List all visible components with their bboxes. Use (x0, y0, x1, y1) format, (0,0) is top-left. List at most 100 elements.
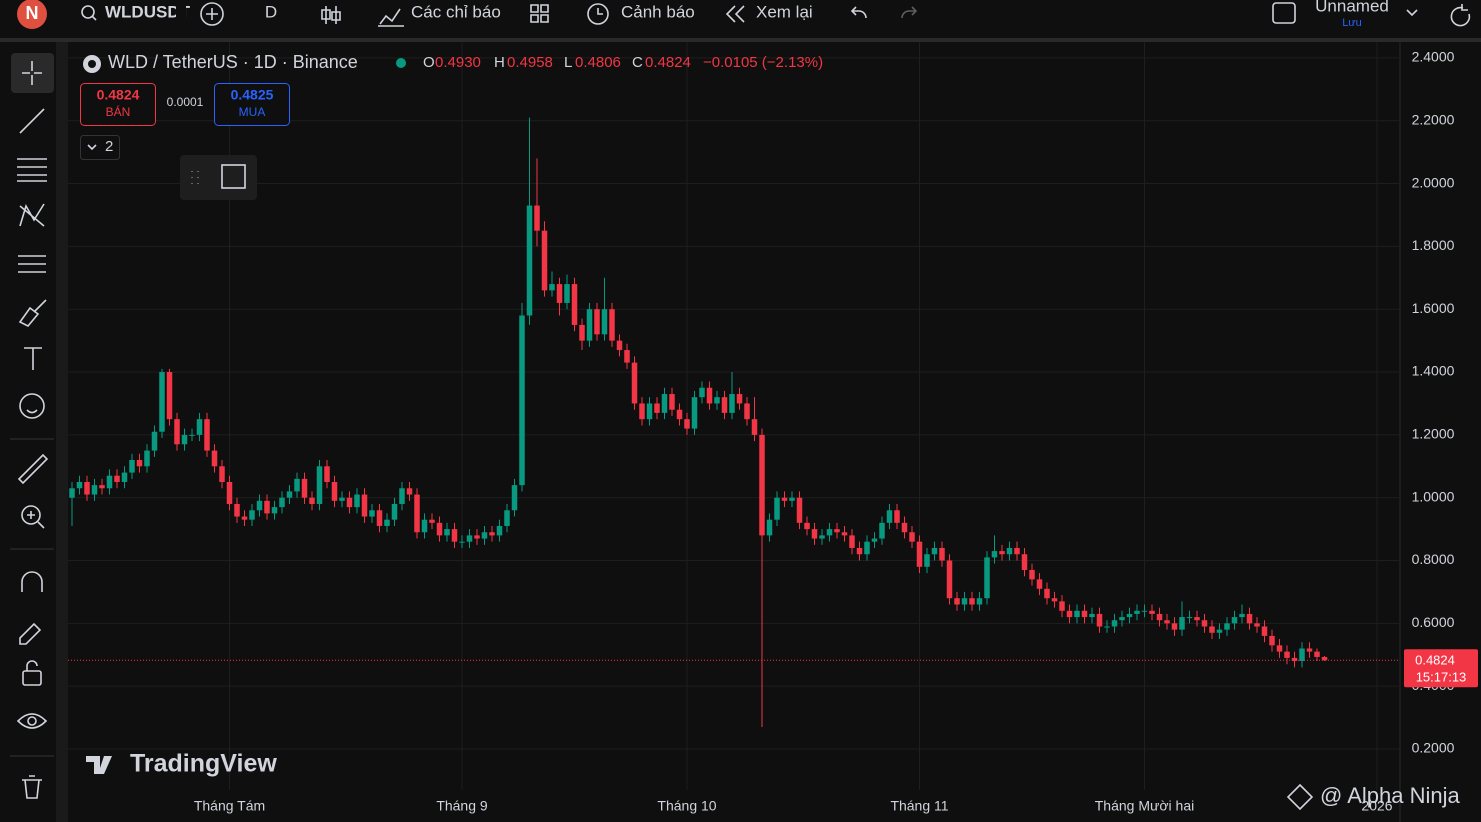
candle-body (946, 560, 953, 599)
layout-name[interactable]: Unnamed (1315, 0, 1389, 15)
buy-button[interactable] (214, 83, 290, 126)
candle-body (1216, 629, 1223, 633)
candle-body (1276, 645, 1283, 652)
sell-button[interactable] (80, 83, 156, 126)
candle-body (894, 510, 900, 523)
interval-button[interactable]: D (265, 2, 277, 21)
y-tick-label: 2.0000 (1412, 174, 1455, 190)
candle-body (76, 481, 83, 489)
candle-body (511, 485, 518, 511)
candle-body (421, 519, 428, 533)
candle-body (789, 497, 795, 501)
candle-body (819, 535, 825, 539)
candle-body (204, 419, 210, 451)
trend-line-tool[interactable] (19, 108, 45, 134)
fib-tool[interactable] (17, 158, 47, 182)
candle-body (1081, 610, 1088, 618)
redo-button[interactable] (901, 6, 918, 19)
candle-body (744, 403, 750, 420)
save-link[interactable]: Lưu (1342, 17, 1362, 29)
candle-body (901, 522, 908, 533)
legend-value: 0.4806 (575, 54, 621, 71)
delete-tool[interactable] (22, 775, 42, 799)
chart-title: WLD / TetherUS · 1D · Binance (108, 52, 358, 72)
settings-icon[interactable] (1450, 4, 1471, 27)
text-tool[interactable] (24, 347, 42, 370)
candle-body (661, 394, 668, 413)
undo-button[interactable] (850, 6, 867, 19)
emoji-tool[interactable] (19, 393, 45, 419)
lock-tool[interactable] (22, 670, 42, 686)
candle-body (939, 547, 945, 561)
candle-body (91, 485, 98, 495)
candle-body (69, 488, 75, 498)
replay-button[interactable]: Xem lại (756, 2, 813, 21)
y-tick-label: 1.4000 (1412, 363, 1455, 379)
candle-body (564, 284, 570, 303)
candle-body (324, 466, 330, 482)
candle-body (976, 598, 983, 605)
alerts-button[interactable]: Cảnh báo (621, 2, 695, 21)
cursor-tool-active[interactable] (11, 53, 54, 93)
templates-button[interactable] (530, 4, 549, 23)
candle-body (1209, 626, 1215, 633)
candle-body (481, 532, 488, 539)
candle-body (841, 532, 848, 536)
candle-body (541, 230, 548, 291)
indicators-toggle[interactable] (80, 135, 120, 160)
candle-body (1104, 626, 1110, 628)
brush-tool[interactable] (18, 299, 47, 327)
drag-handle[interactable] (191, 171, 199, 184)
sell-label: BÁN (106, 104, 131, 119)
candle-body (864, 541, 870, 555)
layout-menu[interactable] (1406, 9, 1418, 17)
lock-drawings-tool[interactable] (19, 622, 42, 645)
candle-body (549, 284, 555, 291)
rectangle-tool[interactable] (221, 164, 246, 189)
candle-body (309, 497, 315, 504)
candle-body (774, 497, 780, 520)
candle-body (1014, 547, 1020, 555)
add-icon (206, 8, 218, 20)
x-tick-label: Tháng 11 (890, 798, 948, 814)
candle-body (669, 394, 675, 410)
layout-icon[interactable] (1272, 2, 1296, 24)
candle-body (1299, 648, 1305, 662)
ruler-tool[interactable] (17, 453, 49, 485)
candle-body (84, 481, 90, 495)
candle-body (466, 535, 473, 542)
candle-body (429, 519, 435, 523)
candle-body (1021, 554, 1028, 570)
avatar-letter: N (26, 3, 39, 23)
add-symbol-button[interactable] (200, 2, 224, 26)
forecast-tool[interactable] (18, 255, 46, 273)
candle-body (616, 340, 623, 351)
candle-body (136, 460, 143, 467)
pattern-tool[interactable] (19, 203, 45, 227)
candle-body (646, 403, 653, 420)
candle-body (796, 497, 803, 523)
user-avatar[interactable] (17, 0, 47, 29)
grid (68, 42, 1400, 790)
candle-body (856, 547, 863, 555)
candle-body (1314, 651, 1320, 657)
alerts-icon (597, 8, 603, 15)
candle-body (1306, 648, 1313, 652)
magnet-tool[interactable] (21, 571, 43, 592)
hide-tool[interactable] (16, 713, 48, 729)
candle-body (1231, 617, 1238, 624)
candle-body (106, 475, 113, 489)
candle-body (631, 362, 638, 404)
candle-body (406, 488, 413, 495)
sell-price: 0.4824 (97, 87, 140, 103)
buy-label: MUA (239, 105, 266, 119)
symbol-search[interactable]: WLDUSDT (105, 2, 191, 21)
candle-body (1261, 626, 1268, 636)
y-tick-label: 1.8000 (1412, 237, 1455, 253)
candle-body (1254, 623, 1260, 627)
indicators-button[interactable]: Các chỉ báo (411, 2, 501, 21)
chart-type-button[interactable] (321, 6, 341, 24)
candle-body (271, 507, 278, 514)
zoom-tool[interactable] (21, 505, 41, 525)
